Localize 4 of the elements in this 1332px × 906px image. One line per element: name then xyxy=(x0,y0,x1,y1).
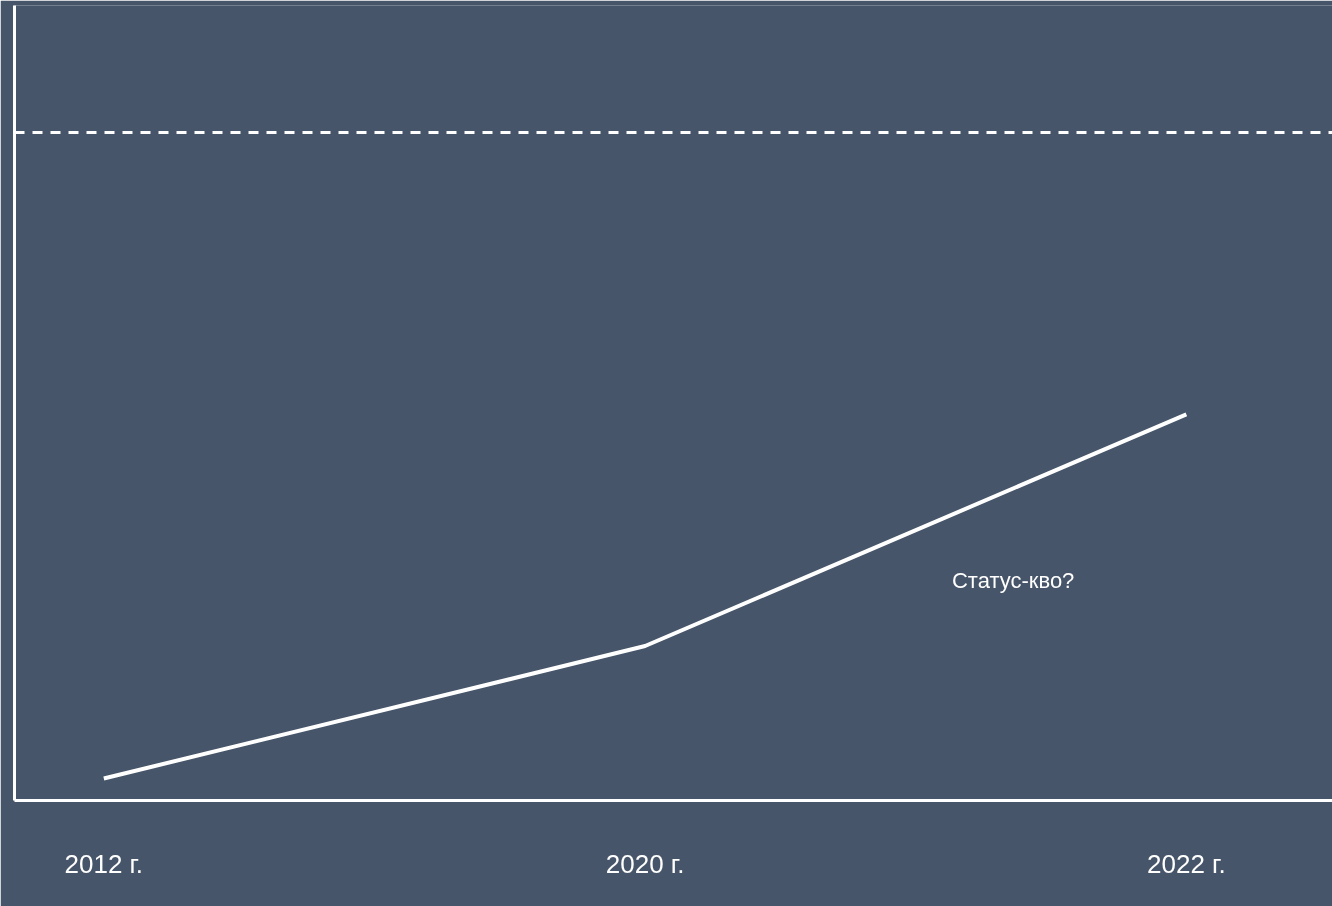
annotation: Статус-кво? xyxy=(951,567,1075,593)
x-tick-label: 2020 г. xyxy=(605,848,685,879)
x-tick-label: 2012 г. xyxy=(64,848,144,879)
x-tick-label: 2022 г. xyxy=(1147,848,1226,879)
